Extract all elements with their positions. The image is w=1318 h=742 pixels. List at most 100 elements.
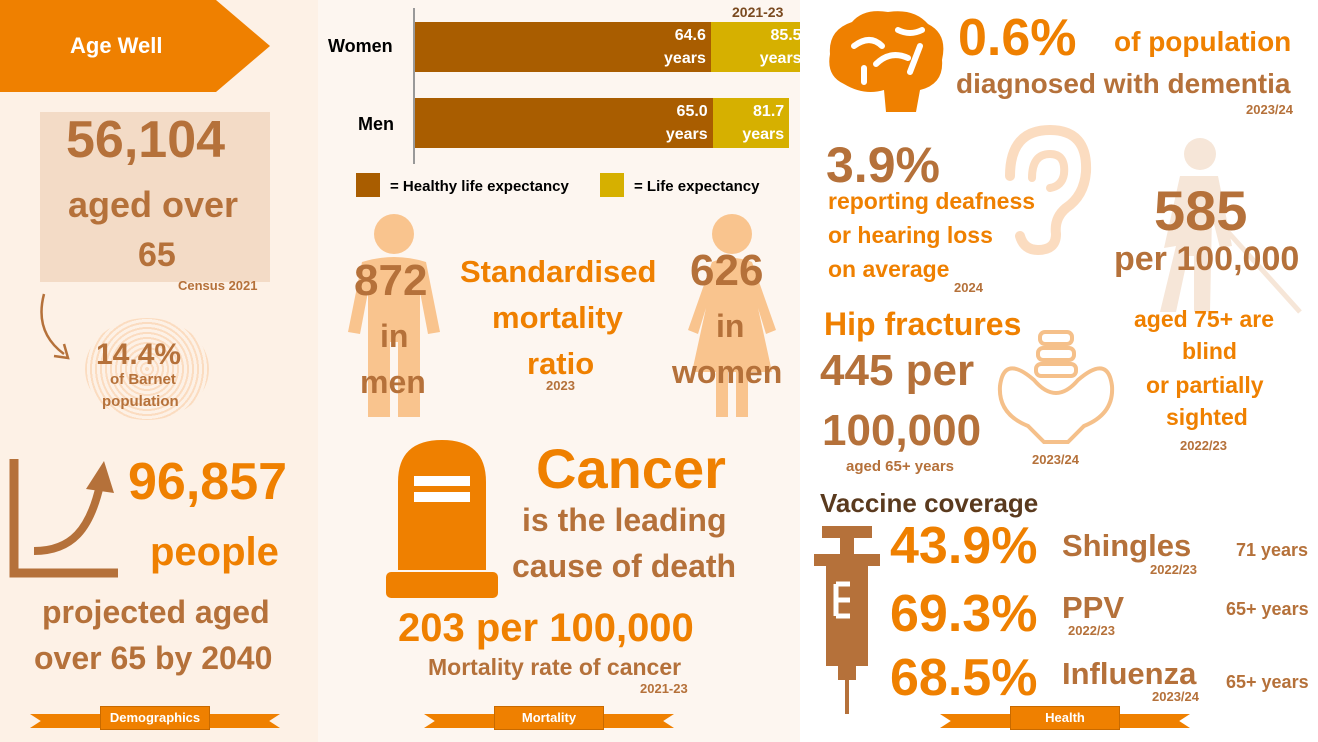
bar-unit: years <box>664 50 706 67</box>
blind-label-4: sighted <box>1166 404 1248 430</box>
bar-unit: years <box>665 126 708 143</box>
bar-value-life-women: 85.5 <box>770 27 802 44</box>
banner-title: Age Well <box>70 33 163 58</box>
headstone-icon <box>386 440 498 598</box>
vaccine-name: PPV <box>1062 590 1125 625</box>
smr-title: Standardised <box>460 254 657 289</box>
hip-value-2: 100,000 <box>822 406 982 455</box>
vaccine-year: 2022/23 <box>1068 623 1115 638</box>
bar-life-men: 81.7 years <box>712 98 790 148</box>
deaf-label: reporting deafness <box>828 188 1036 214</box>
cancer-period: 2021-23 <box>640 681 688 696</box>
demographics-ribbon: Demographics <box>30 706 280 734</box>
bar-life-women: 85.5 years <box>710 22 807 72</box>
age-well-banner: Age Well <box>0 0 270 92</box>
blind-person-icon <box>1160 138 1302 314</box>
growth-chart-icon <box>9 459 118 578</box>
cancer-line: is the leading <box>522 502 727 538</box>
bar-unit: years <box>742 126 785 143</box>
smr-women-in: in <box>716 308 745 344</box>
blind-label-2: blind <box>1182 338 1237 364</box>
vaccine-age: 65+ years <box>1226 599 1309 619</box>
bar-healthy-women: 64.6 years <box>415 22 711 72</box>
brain-icon <box>829 11 944 112</box>
hip-year: 2023/24 <box>1032 452 1079 467</box>
blind-label: aged 75+ are <box>1134 306 1275 332</box>
projected-unit: people <box>150 530 279 574</box>
dementia-label: of population <box>1114 26 1292 57</box>
man-figure-icon <box>348 214 440 417</box>
vaccine-percent: 43.9% <box>890 517 1038 575</box>
bar-healthy-men: 65.0 years <box>415 98 713 148</box>
share-circle <box>85 318 209 420</box>
pelvis-icon <box>997 330 1115 444</box>
vaccine-percent: 68.5% <box>890 649 1038 707</box>
aged-over-age: 65 <box>138 236 176 274</box>
deaf-percent: 3.9% <box>826 137 940 193</box>
legend-label-life: = Life expectancy <box>634 178 760 195</box>
legend-swatch-life <box>600 173 624 197</box>
blind-label-3: or partially <box>1146 372 1264 398</box>
projected-label: projected aged <box>42 594 270 630</box>
smr-women-label: women <box>672 354 783 390</box>
health-ribbon: Health <box>940 706 1190 734</box>
mortality-panel: 2021-23 Women Men 64.6 years 85.5 years … <box>318 0 807 742</box>
vaccine-year: 2022/23 <box>1150 562 1197 577</box>
bar-value-life-men: 81.7 <box>753 103 785 120</box>
ribbon-label: Health <box>1010 706 1120 730</box>
smr-title-3: ratio <box>527 346 595 381</box>
category-label-women: Women <box>328 36 393 56</box>
bar-unit: years <box>759 50 802 67</box>
dementia-percent: 0.6% <box>958 9 1077 67</box>
hip-age: aged 65+ years <box>846 458 954 475</box>
vaccine-title: Vaccine coverage <box>820 488 1039 518</box>
chart-period: 2021-23 <box>732 4 784 20</box>
vaccine-year: 2023/24 <box>1152 689 1199 704</box>
smr-men-label: men <box>360 364 426 400</box>
legend-label-healthy: = Healthy life expectancy <box>390 178 569 195</box>
dementia-year: 2023/24 <box>1246 102 1293 117</box>
woman-figure-icon <box>688 214 776 417</box>
smr-men-value: 872 <box>354 256 428 305</box>
mortality-ribbon: Mortality <box>424 706 674 734</box>
legend-swatch-healthy <box>356 173 380 197</box>
curved-arrow-icon <box>40 293 70 360</box>
share-label-2: population <box>102 393 179 410</box>
smr-title-2: mortality <box>492 300 623 335</box>
ribbon-label: Demographics <box>100 706 210 730</box>
demographics-panel: Age Well 56,104 aged over 65 Census 2021… <box>0 0 318 742</box>
census-source: Census 2021 <box>178 278 258 293</box>
aged-over-count: 56,104 <box>66 111 226 169</box>
smr-women-value: 626 <box>690 246 764 295</box>
dementia-label-2: diagnosed with dementia <box>956 68 1291 99</box>
bar-value-healthy-women: 64.6 <box>674 27 706 44</box>
hip-title: Hip fractures <box>824 306 1022 342</box>
vaccine-name: Influenza <box>1062 656 1197 691</box>
cancer-rate: 203 per 100,000 <box>398 606 694 650</box>
syringe-icon <box>814 526 880 714</box>
smr-year: 2023 <box>546 378 575 393</box>
share-label: of Barnet <box>110 371 176 388</box>
share-percent: 14.4% <box>96 338 182 371</box>
people-pictogram <box>40 112 270 282</box>
ear-icon <box>1005 124 1092 256</box>
chart-axis <box>413 8 415 164</box>
vaccine-percent: 69.3% <box>890 585 1038 643</box>
deaf-year: 2024 <box>954 280 983 295</box>
blind-value: 585 <box>1154 179 1248 242</box>
blind-year: 2022/23 <box>1180 438 1227 453</box>
deaf-label-2: or hearing loss <box>828 222 993 248</box>
vaccine-age: 71 years <box>1236 540 1309 560</box>
blind-unit: per 100,000 <box>1114 240 1300 278</box>
deaf-label-3: on average <box>828 256 950 282</box>
vaccine-name: Shingles <box>1062 528 1192 563</box>
category-label-men: Men <box>358 114 394 134</box>
cancer-rate-label: Mortality rate of cancer <box>428 654 682 680</box>
cancer-title: Cancer <box>536 437 726 500</box>
projected-label-2: over 65 by 2040 <box>34 640 273 676</box>
ribbon-label: Mortality <box>494 706 604 730</box>
projected-count: 96,857 <box>128 453 288 511</box>
hip-value: 445 per <box>820 346 975 395</box>
health-panel: 0.6% of population diagnosed with dement… <box>800 0 1318 742</box>
smr-men-in: in <box>380 318 409 354</box>
